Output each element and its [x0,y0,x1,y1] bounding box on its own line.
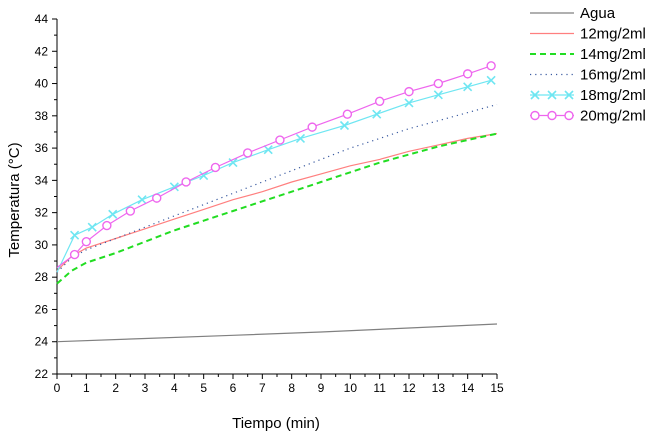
data-point-s6 [152,193,162,203]
data-point-s6 [210,162,221,173]
data-point-s6 [486,61,496,71]
data-point-s5 [372,109,382,119]
data-point-legend [547,110,557,121]
series-line-5 [56,79,492,273]
x-tick-label: 8 [288,381,295,395]
legend-label: Agua [580,5,616,22]
data-point-s6 [181,177,191,187]
data-point-s6 [81,236,92,247]
y-tick-label: 28 [35,270,49,284]
data-point-s5 [87,222,97,232]
series-layer [56,61,498,343]
data-point-s5 [70,230,80,240]
y-tick-label: 26 [35,302,49,316]
data-point-legend [530,90,540,100]
data-point-legend [530,110,540,121]
legend-label: 20mg/2ml [580,108,646,125]
data-point-s5 [486,75,496,85]
x-tick-label: 0 [54,381,61,395]
data-point-s6 [462,69,473,79]
x-tick-label: 15 [490,381,504,395]
data-point-s6 [69,249,80,260]
series-line-6 [56,65,492,268]
data-point-s5 [108,209,118,219]
x-tick-label: 9 [318,381,325,395]
y-tick-label: 44 [35,12,49,26]
data-point-legend [564,90,574,100]
data-point-legend [547,90,557,100]
series-1 [56,323,498,343]
data-point-s6 [102,220,112,231]
data-point-s5 [433,90,443,100]
x-tick-label: 7 [259,381,266,395]
legend: Agua 12mg/2ml 14mg/2ml 16mg/2ml 18mg/2ml 20mg… [530,5,646,125]
x-tick-label: 1 [83,381,90,395]
data-point-s6 [125,206,136,216]
legend-item-6: 20mg/2ml [530,108,646,125]
y-tick-label: 36 [35,141,49,155]
y-tick-label: 40 [35,77,49,91]
y-tick-label: 22 [35,367,49,381]
data-point-s5 [463,82,473,92]
data-point-legend [564,110,574,121]
x-tick-label: 5 [200,381,207,395]
data-point-s5 [404,98,414,108]
legend-item-1: Agua [530,5,616,22]
data-point-s6 [275,135,285,145]
x-tick-label: 6 [230,381,237,395]
data-point-s5 [228,158,238,168]
data-point-s5 [295,133,306,143]
tick-labels: 0 1 2 3 4 5 6 7 8 9 10 11 12 13 14 15222426283032343638… [35,12,504,395]
x-tick-label: 12 [402,381,416,395]
y-tick-label: 32 [35,206,49,220]
x-tick-label: 14 [461,381,475,395]
data-point-s5 [263,145,273,155]
x-tick-label: 13 [432,381,446,395]
data-point-s6 [307,122,317,132]
x-tick-label: 2 [112,381,119,395]
x-tick-label: 4 [171,381,178,395]
y-axis-label: Temperatura (°C) [6,142,23,257]
y-tick-label: 24 [35,335,49,349]
legend-item-3: 14mg/2ml [530,46,646,63]
x-tick-label: 11 [373,381,386,395]
legend-label: 12mg/2ml [580,26,646,43]
series-line-2 [56,133,498,272]
data-point-s6 [374,96,385,106]
series-6 [56,61,496,268]
y-tick-label: 38 [35,109,49,123]
y-tick-label: 30 [35,238,49,252]
series-4 [56,103,498,273]
data-point-s5 [137,195,147,205]
series-line-1 [56,323,498,343]
data-point-s6 [242,148,253,158]
data-point-s6 [404,86,414,97]
y-tick-label: 42 [35,44,49,58]
y-tick-label: 34 [35,173,49,187]
series-5 [56,75,496,273]
series-3 [56,132,498,285]
x-tick-label: 3 [142,381,149,395]
data-point-s6 [433,78,444,89]
legend-item-2: 12mg/2ml [530,26,646,43]
series-2 [56,133,498,272]
legend-label: 14mg/2ml [580,46,646,63]
x-tick-label: 10 [344,381,358,395]
data-point-s6 [342,109,353,119]
series-line-3 [56,132,498,285]
data-point-s5 [199,170,209,181]
series-line-4 [56,103,498,273]
legend-label: 16mg/2ml [580,67,646,84]
legend-label: 18mg/2ml [580,87,646,104]
legend-item-5: 18mg/2ml [530,87,646,104]
data-point-s5 [339,120,350,131]
legend-item-4: 16mg/2ml [530,67,646,84]
axes [52,18,498,379]
x-axis-label: Tiempo (min) [232,415,320,432]
